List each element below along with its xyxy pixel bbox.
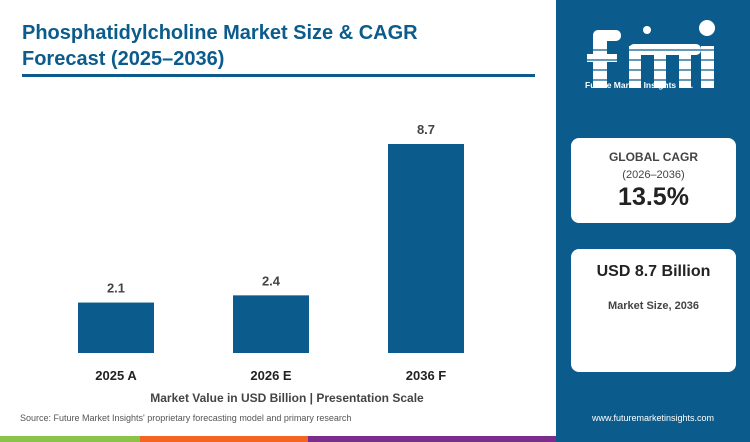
market-size-value: USD 8.7 Billion	[596, 263, 711, 280]
fmi-logo: fmi	[585, 20, 725, 88]
market-size-card: USD 8.7 Billion Market Size, 2036	[571, 249, 736, 372]
footer-stripe-orange	[140, 436, 308, 442]
cagr-card: GLOBAL CAGR (2026–2036) 13.5%	[571, 138, 736, 223]
bar-1	[233, 295, 309, 353]
value-label-0: 2.1	[107, 281, 125, 296]
category-label-0: 2025 A	[95, 368, 137, 383]
chart-title-line1: Phosphatidylcholine Market Size & CAGR	[22, 22, 418, 44]
bar-0	[78, 302, 154, 353]
logo-text: fmi	[651, 26, 662, 35]
cagr-label: GLOBAL CAGR	[608, 150, 699, 164]
footer-stripe-green	[0, 436, 140, 442]
market-size-label: Market Size, 2036	[607, 300, 700, 312]
category-label-1: 2026 E	[250, 368, 292, 383]
title-divider	[22, 74, 535, 77]
source-note: Source: Future Market Insights' propriet…	[20, 413, 352, 423]
value-label-2: 8.7	[417, 122, 435, 137]
bar-chart: 2.1 2025 A 2.4 2026 E 8.7 2036 F	[78, 122, 464, 383]
logo-subtitle: Future Market Insights Inc.	[585, 80, 694, 90]
bar-2	[388, 144, 464, 353]
cagr-value: 13.5%	[618, 183, 689, 211]
cagr-period: (2026–2036)	[622, 169, 685, 181]
footer-stripe-purple	[308, 436, 556, 442]
value-label-1: 2.4	[262, 273, 281, 288]
chart-title: Phosphatidylcholine Market Size & CAGR F…	[22, 20, 532, 72]
website-link[interactable]: www.futuremarketinsights.com	[591, 413, 715, 423]
x-axis-label: Market Value in USD Billion | Presentati…	[150, 391, 424, 405]
chart-title-line2: Forecast (2025–2036)	[22, 48, 225, 70]
category-label-2: 2036 F	[406, 368, 447, 383]
